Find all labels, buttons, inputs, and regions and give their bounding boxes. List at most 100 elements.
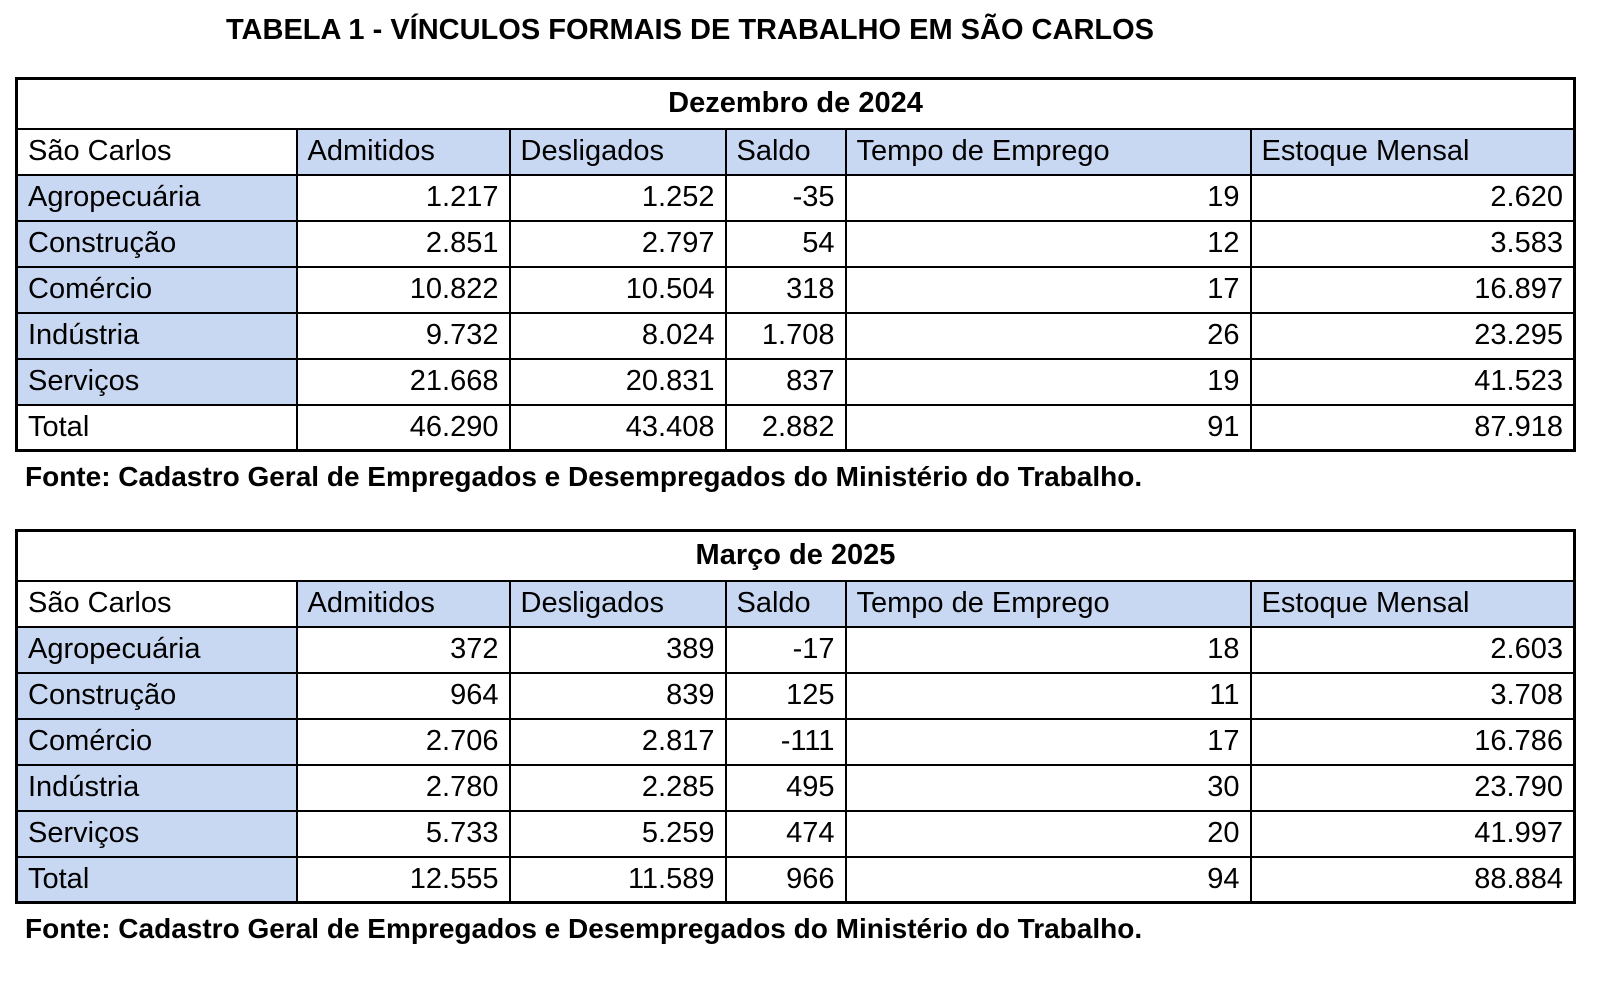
period-header: Março de 2025 [15, 529, 1576, 582]
table-row: Indústria 2.780 2.285 495 30 23.790 [15, 763, 1576, 812]
tables-host: Dezembro de 2024 São Carlos Admitidos Desli… [0, 77, 1600, 945]
row-label-cell: Agropecuária [15, 173, 298, 222]
column-header: Desligados [508, 127, 727, 176]
table-source: Fonte: Cadastro Geral de Empregados e De… [25, 913, 1143, 944]
value-cell: 43.408 [508, 403, 727, 452]
row-label-cell: Indústria [15, 311, 298, 360]
value-cell: 372 [295, 625, 511, 674]
value-cell: 88.884 [1249, 855, 1576, 904]
column-header-row: São Carlos Admitidos Desligados Saldo Tempo … [15, 127, 1576, 176]
value-cell: 1.252 [508, 173, 727, 222]
value-cell: 17 [844, 265, 1252, 314]
value-cell: 23.295 [1249, 311, 1576, 360]
value-cell: 11 [844, 671, 1252, 720]
column-header: Saldo [724, 579, 847, 628]
row-label-cell: Serviços [15, 357, 298, 406]
value-cell: 839 [508, 671, 727, 720]
column-header: Tempo de Emprego [844, 127, 1252, 176]
value-cell: 30 [844, 763, 1252, 812]
value-cell: 966 [724, 855, 847, 904]
value-cell: 94 [844, 855, 1252, 904]
table-block: Março de 2025 São Carlos Admitidos Desligad… [0, 529, 1600, 945]
value-cell: 12.555 [295, 855, 511, 904]
value-cell: 18 [844, 625, 1252, 674]
value-cell: 54 [724, 219, 847, 268]
value-cell: 2.797 [508, 219, 727, 268]
column-header: Estoque Mensal [1249, 127, 1576, 176]
value-cell: 1.217 [295, 173, 511, 222]
period-row: Dezembro de 2024 [15, 77, 1576, 130]
row-label-cell: Indústria [15, 763, 298, 812]
column-header: Saldo [724, 127, 847, 176]
value-cell: 17 [844, 717, 1252, 766]
value-cell: 10.504 [508, 265, 727, 314]
period-header: Dezembro de 2024 [15, 77, 1576, 130]
column-header: Admitidos [295, 127, 511, 176]
value-cell: 2.285 [508, 763, 727, 812]
value-cell: 1.708 [724, 311, 847, 360]
value-cell: 2.620 [1249, 173, 1576, 222]
value-cell: 10.822 [295, 265, 511, 314]
value-cell: -111 [724, 717, 847, 766]
value-cell: 3.708 [1249, 671, 1576, 720]
column-header: São Carlos [15, 127, 298, 176]
table-row: Construção 2.851 2.797 54 12 3.583 [15, 219, 1576, 268]
table-source: Fonte: Cadastro Geral de Empregados e De… [25, 461, 1143, 492]
value-cell: 91 [844, 403, 1252, 452]
value-cell: 495 [724, 763, 847, 812]
period-row: Março de 2025 [15, 529, 1576, 582]
value-cell: 2.780 [295, 763, 511, 812]
value-cell: 2.706 [295, 717, 511, 766]
value-cell: 2.603 [1249, 625, 1576, 674]
value-cell: 41.997 [1249, 809, 1576, 858]
value-cell: 19 [844, 357, 1252, 406]
column-header: São Carlos [15, 579, 298, 628]
value-cell: 26 [844, 311, 1252, 360]
row-label-cell: Construção [15, 219, 298, 268]
value-cell: 9.732 [295, 311, 511, 360]
table-row: Indústria 9.732 8.024 1.708 26 23.295 [15, 311, 1576, 360]
row-label-cell: Total [15, 403, 298, 452]
table-row: Total 12.555 11.589 966 94 88.884 [15, 855, 1576, 904]
value-cell: 837 [724, 357, 847, 406]
value-cell: 41.523 [1249, 357, 1576, 406]
row-label-cell: Comércio [15, 717, 298, 766]
row-label-cell: Total [15, 855, 298, 904]
value-cell: 11.589 [508, 855, 727, 904]
value-cell: 16.897 [1249, 265, 1576, 314]
value-cell: 23.790 [1249, 763, 1576, 812]
table-row: Total 46.290 43.408 2.882 91 87.918 [15, 403, 1576, 452]
column-header: Admitidos [295, 579, 511, 628]
value-cell: 46.290 [295, 403, 511, 452]
value-cell: 2.882 [724, 403, 847, 452]
value-cell: 87.918 [1249, 403, 1576, 452]
value-cell: 3.583 [1249, 219, 1576, 268]
employment-table: Março de 2025 São Carlos Admitidos Desligad… [15, 529, 1576, 904]
value-cell: 20 [844, 809, 1252, 858]
table-row: Comércio 2.706 2.817 -111 17 16.786 [15, 717, 1576, 766]
value-cell: 5.259 [508, 809, 727, 858]
table-row: Agropecuária 372 389 -17 18 2.603 [15, 625, 1576, 674]
row-label-cell: Comércio [15, 265, 298, 314]
table-row: Comércio 10.822 10.504 318 17 16.897 [15, 265, 1576, 314]
value-cell: 125 [724, 671, 847, 720]
value-cell: 20.831 [508, 357, 727, 406]
row-label-cell: Agropecuária [15, 625, 298, 674]
page-title: TABELA 1 - VÍNCULOS FORMAIS DE TRABALHO … [226, 14, 1154, 46]
column-header: Estoque Mensal [1249, 579, 1576, 628]
value-cell: 318 [724, 265, 847, 314]
table-row: Serviços 21.668 20.831 837 19 41.523 [15, 357, 1576, 406]
value-cell: 389 [508, 625, 727, 674]
table-block: Dezembro de 2024 São Carlos Admitidos Desli… [0, 77, 1600, 493]
column-header: Tempo de Emprego [844, 579, 1252, 628]
value-cell: 964 [295, 671, 511, 720]
table-row: Agropecuária 1.217 1.252 -35 19 2.620 [15, 173, 1576, 222]
value-cell: 19 [844, 173, 1252, 222]
row-label-cell: Serviços [15, 809, 298, 858]
column-header-row: São Carlos Admitidos Desligados Saldo Tempo … [15, 579, 1576, 628]
value-cell: -17 [724, 625, 847, 674]
column-header: Desligados [508, 579, 727, 628]
value-cell: 8.024 [508, 311, 727, 360]
value-cell: 474 [724, 809, 847, 858]
value-cell: 16.786 [1249, 717, 1576, 766]
